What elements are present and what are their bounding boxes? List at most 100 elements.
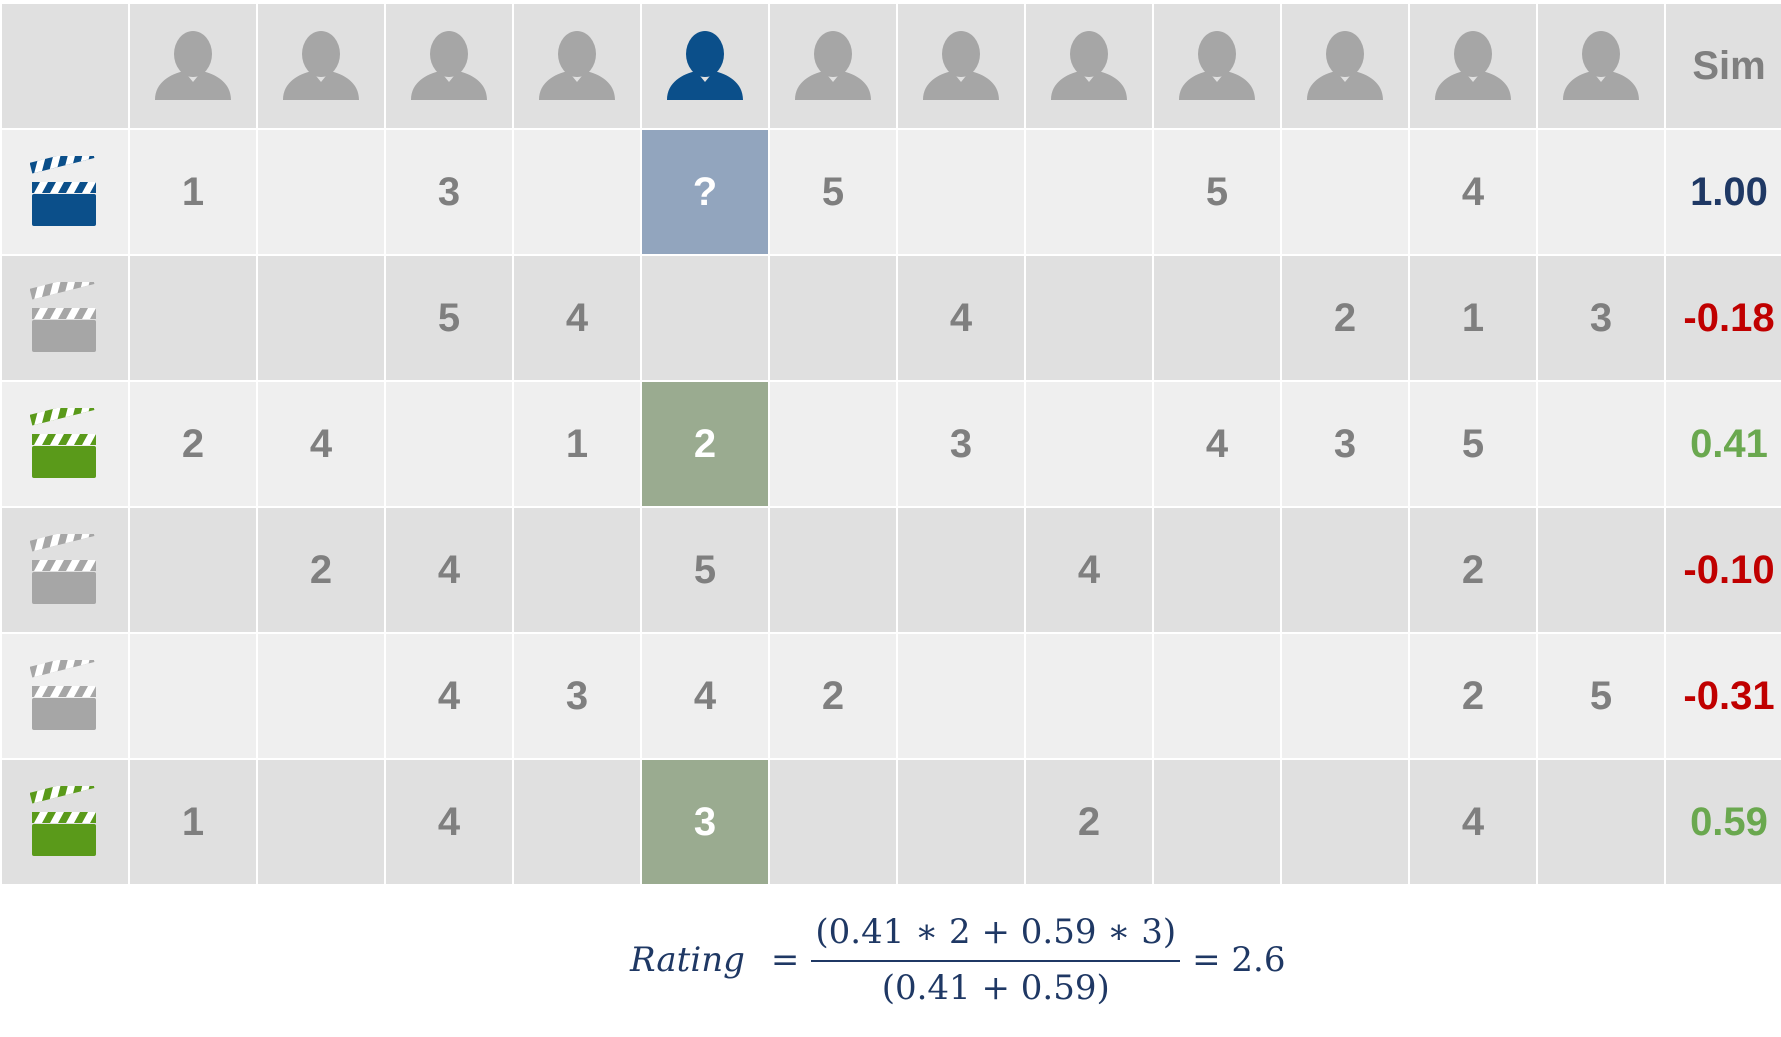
rating-cell: [1026, 382, 1152, 506]
rating-cell: 4: [386, 760, 512, 884]
rating-cell: [258, 634, 384, 758]
rating-cell: [1026, 634, 1152, 758]
rating-cell: [770, 508, 896, 632]
rating-cell: 5: [770, 130, 896, 254]
rating-cell: 1: [514, 382, 640, 506]
user-column-11: [1410, 4, 1536, 128]
movie-row-3-label: [2, 382, 128, 506]
movie-clapperboard-icon: [30, 534, 100, 606]
rating-cell: [1282, 760, 1408, 884]
rating-cell: [770, 256, 896, 380]
rating-cell: [1538, 760, 1664, 884]
rating-cell: 3: [386, 130, 512, 254]
user-column-6: [770, 4, 896, 128]
rating-cell: 4: [514, 256, 640, 380]
movie-clapperboard-icon: [30, 156, 100, 228]
user-icon: [793, 30, 873, 102]
rating-cell: [642, 256, 768, 380]
user-icon: [281, 30, 361, 102]
rating-matrix: Sim 1 3? 5 5 4 1.00 5 4 4 2 1 3 -0.18 2 4 1 2 3 4 3 5 0.41 2 4 5 4…: [2, 4, 1781, 884]
rating-cell: [898, 634, 1024, 758]
rating-cell: 4: [258, 382, 384, 506]
movie-row-4-label: [2, 508, 128, 632]
user-icon: [1177, 30, 1257, 102]
user-column-3: [386, 4, 512, 128]
rating-cell: 4: [898, 256, 1024, 380]
rating-cell: [130, 256, 256, 380]
rating-cell: [130, 634, 256, 758]
rating-cell: 4: [1410, 130, 1536, 254]
user-column-8: [1026, 4, 1152, 128]
user-icon: [665, 30, 745, 102]
rating-cell: 5: [1538, 634, 1664, 758]
rating-cell: 4: [1154, 382, 1280, 506]
user-icon: [153, 30, 233, 102]
formula-denominator: (0.41 + 0.59): [881, 968, 1110, 1008]
rating-cell: 2: [1410, 508, 1536, 632]
user-icon: [537, 30, 617, 102]
rating-cell: [898, 760, 1024, 884]
rating-cell: 3: [642, 760, 768, 884]
rating-cell: 2: [770, 634, 896, 758]
rating-cell: 3: [514, 634, 640, 758]
rating-cell: 4: [386, 508, 512, 632]
rating-cell: [1282, 130, 1408, 254]
rating-cell: [1026, 256, 1152, 380]
similarity-value: -0.18: [1666, 256, 1781, 380]
rating-cell: 3: [1538, 256, 1664, 380]
rating-cell: 2: [1410, 634, 1536, 758]
rating-cell: [258, 256, 384, 380]
rating-cell: 1: [130, 760, 256, 884]
similarity-value: -0.10: [1666, 508, 1781, 632]
rating-cell: 1: [130, 130, 256, 254]
rating-cell: 2: [1282, 256, 1408, 380]
user-icon: [1433, 30, 1513, 102]
rating-cell: 5: [386, 256, 512, 380]
user-column-7: [898, 4, 1024, 128]
similarity-value: -0.31: [1666, 634, 1781, 758]
rating-cell: 4: [642, 634, 768, 758]
rating-cell: [1026, 130, 1152, 254]
rating-cell: 3: [898, 382, 1024, 506]
rating-cell: [1154, 256, 1280, 380]
rating-cell: 4: [1026, 508, 1152, 632]
rating-cell: [386, 382, 512, 506]
rating-cell: 3: [1282, 382, 1408, 506]
rating-cell: [1538, 508, 1664, 632]
rating-cell: 5: [1410, 382, 1536, 506]
formula-numerator: (0.41 ∗ 2 + 0.59 ∗ 3): [811, 912, 1181, 962]
rating-cell: 5: [642, 508, 768, 632]
rating-cell: [1538, 130, 1664, 254]
rating-cell: [258, 130, 384, 254]
user-column-12: [1538, 4, 1664, 128]
rating-cell: [1154, 634, 1280, 758]
rating-cell: [1538, 382, 1664, 506]
similarity-value: 0.59: [1666, 760, 1781, 884]
rating-cell: [130, 508, 256, 632]
rating-formula: Rating = (0.41 ∗ 2 + 0.59 ∗ 3) (0.41 + 0…: [630, 912, 1298, 1008]
movie-row-2-label: [2, 256, 128, 380]
rating-cell: 2: [130, 382, 256, 506]
user-icon: [1049, 30, 1129, 102]
rating-cell: 4: [386, 634, 512, 758]
user-column-5: [642, 4, 768, 128]
rating-cell: [1154, 760, 1280, 884]
formula-lhs: Rating: [630, 940, 745, 980]
user-icon: [1561, 30, 1641, 102]
user-icon: [1305, 30, 1385, 102]
rating-cell: 2: [642, 382, 768, 506]
formula-fraction: (0.41 ∗ 2 + 0.59 ∗ 3) (0.41 + 0.59): [811, 912, 1181, 1008]
rating-cell: 2: [1026, 760, 1152, 884]
rating-cell: [1154, 508, 1280, 632]
similarity-value: 1.00: [1666, 130, 1781, 254]
rating-cell: [514, 130, 640, 254]
rating-cell: 5: [1154, 130, 1280, 254]
movie-row-6-label: [2, 760, 128, 884]
sim-header: Sim: [1666, 4, 1781, 128]
user-column-2: [258, 4, 384, 128]
user-column-10: [1282, 4, 1408, 128]
movie-row-1-label: [2, 130, 128, 254]
header-corner: [2, 4, 128, 128]
rating-cell: [514, 508, 640, 632]
movie-clapperboard-icon: [30, 408, 100, 480]
